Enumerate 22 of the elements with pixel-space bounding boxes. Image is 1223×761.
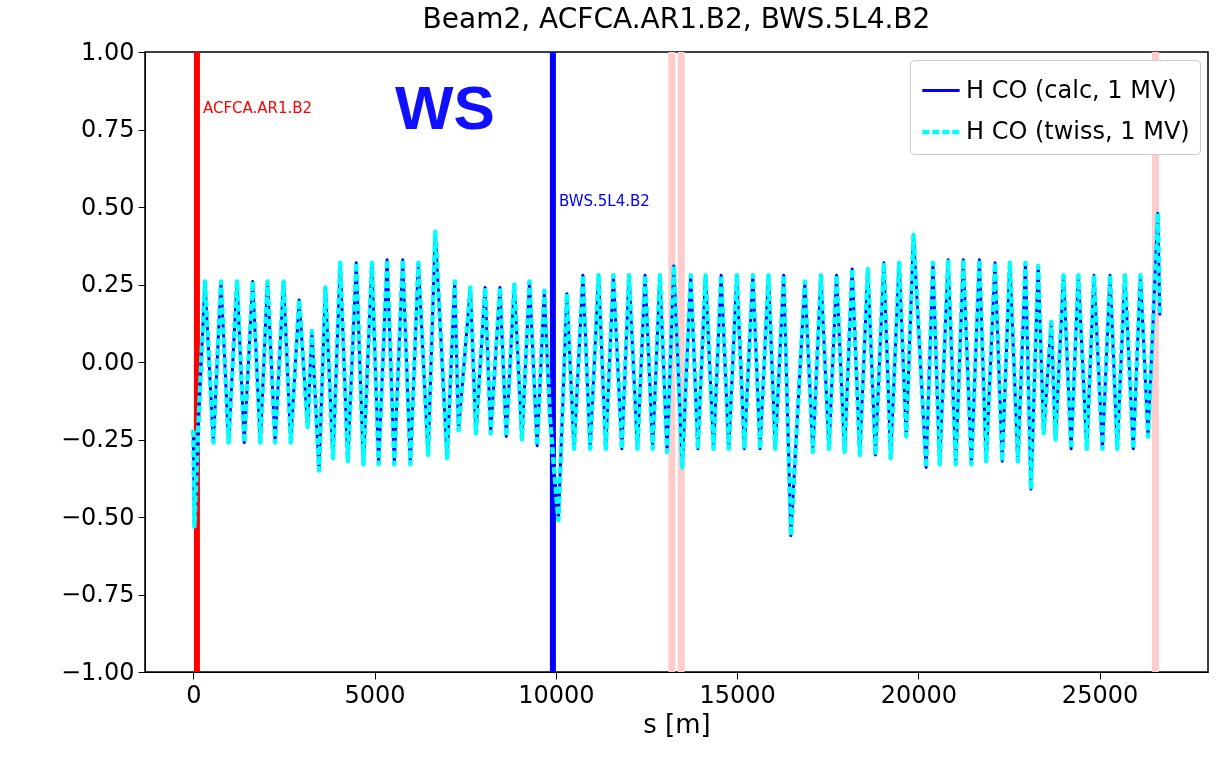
ref-line-label: ACFCA.AR1.B2 bbox=[202, 98, 313, 117]
x-tick-label: 5000 bbox=[344, 680, 406, 709]
legend-label: H CO (calc, 1 MV) bbox=[966, 75, 1177, 104]
x-axis-title: s [m] bbox=[643, 708, 711, 739]
x-tick-label: 10000 bbox=[518, 680, 595, 709]
x-tick-label: 0 bbox=[186, 680, 202, 709]
y-tick-label: 0.25 bbox=[81, 270, 135, 298]
ref-line-label: BWS.5L4.B2 bbox=[558, 191, 650, 210]
x-tick-label: 20000 bbox=[880, 680, 957, 709]
y-tick-label: 1.00 bbox=[81, 37, 135, 66]
y-tick-label: 0.00 bbox=[81, 347, 135, 376]
chart-title: Beam2, ACFCA.AR1.B2, BWS.5L4.B2 bbox=[422, 2, 931, 35]
annotation: WS bbox=[395, 73, 495, 142]
y-tick-label: −0.75 bbox=[60, 580, 135, 608]
y-tick-label: −0.25 bbox=[60, 425, 135, 453]
x-tick-label: 15000 bbox=[699, 680, 776, 709]
y-tick-label: −0.50 bbox=[60, 502, 135, 531]
y-tick-label: 0.50 bbox=[81, 192, 135, 221]
y-tick-label: −1.00 bbox=[60, 657, 135, 686]
x-tick-label: 25000 bbox=[1061, 680, 1139, 709]
y-tick-label: 0.75 bbox=[81, 115, 135, 143]
legend-label: H CO (twiss, 1 MV) bbox=[966, 117, 1190, 145]
